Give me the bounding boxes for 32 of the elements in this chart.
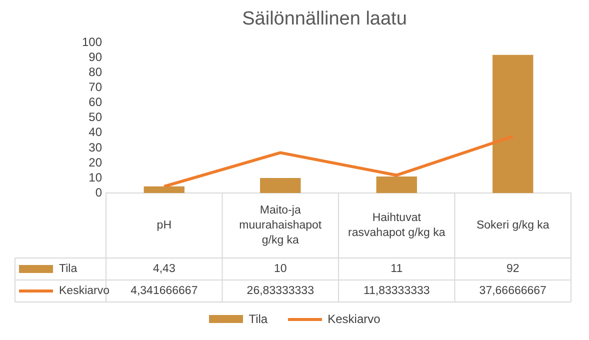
y-tick-label: 20 bbox=[88, 155, 102, 170]
data-label: 37,66666667 bbox=[479, 285, 546, 298]
y-tick-label: 100 bbox=[82, 35, 102, 50]
data-label: 26,83333333 bbox=[246, 285, 314, 298]
data-label: 4,341666667 bbox=[130, 285, 198, 298]
y-tick-label: 10 bbox=[88, 170, 102, 184]
data-label: 11,83333333 bbox=[363, 285, 430, 298]
bar bbox=[492, 54, 534, 193]
data-label: 92 bbox=[506, 263, 520, 276]
bar bbox=[376, 176, 417, 193]
y-tick-label: 0 bbox=[95, 185, 102, 200]
y-tick-label: 80 bbox=[88, 65, 102, 80]
y-tick-label: 30 bbox=[88, 140, 102, 154]
y-tick-label: 70 bbox=[88, 80, 102, 94]
x-tick-label: pH bbox=[156, 220, 172, 232]
x-tick-label: Maito-ja muurahaishapot g/kg ka bbox=[239, 204, 322, 247]
text: Keskiarvo bbox=[328, 312, 380, 326]
data-label: 10 bbox=[274, 263, 287, 276]
y-tick-label: 50 bbox=[88, 110, 102, 124]
chart-title: Säilönnällinen laatu bbox=[242, 8, 407, 30]
x-tick-label: Sokeri g/kg ka bbox=[476, 220, 550, 232]
y-tick-label: 90 bbox=[88, 50, 102, 64]
data-label: 4,43 bbox=[152, 263, 176, 276]
y-tick-label: 60 bbox=[88, 95, 102, 110]
text: Tila bbox=[248, 312, 268, 326]
x-tick-label: Haihtuvat rasvahapot g/kg ka bbox=[348, 212, 446, 240]
legend-label: Tila bbox=[59, 263, 78, 276]
data-label: 11 bbox=[390, 263, 403, 276]
y-tick-label: 40 bbox=[88, 125, 102, 140]
legend-label: Keskiarvo bbox=[59, 285, 110, 298]
bar bbox=[260, 178, 301, 193]
bar bbox=[144, 186, 184, 193]
